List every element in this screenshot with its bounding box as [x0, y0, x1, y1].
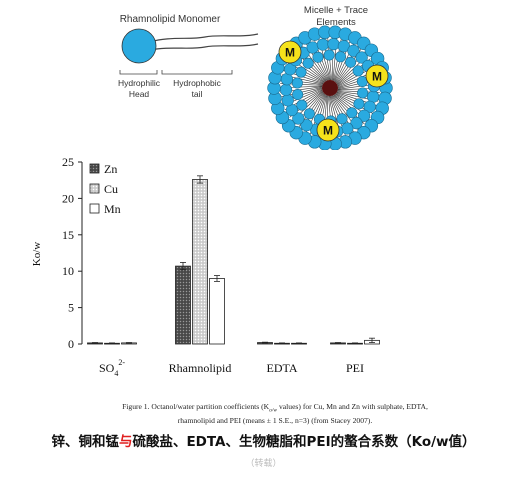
caption-line1: Figure 1. Octanol/water partition coeffi…: [122, 402, 270, 411]
bar-groups: [87, 175, 380, 345]
micelle-head: [306, 41, 319, 54]
y-tick-label: 25: [62, 155, 74, 169]
micelle-head: [358, 109, 371, 122]
legend-swatch-cu: [89, 183, 100, 194]
micelle-head: [292, 112, 305, 125]
micelle-head: [353, 98, 365, 110]
metal-circle: [278, 40, 302, 64]
micelle-head: [281, 94, 294, 107]
micelle-title-2: Elements: [316, 17, 356, 28]
x-tick-label: EDTA: [266, 361, 297, 375]
caption-line2: rhamnolipid and PEI (means ± 1 S.E., n=3…: [177, 415, 373, 425]
micelle-graphic: M M M: [267, 25, 393, 150]
hydrophobic-label-1: Hydrophobic: [173, 78, 221, 88]
y-axis-label: Ko/w: [31, 242, 43, 267]
micelle-head: [350, 117, 363, 130]
micelle-head: [312, 51, 324, 63]
micelle-head: [279, 83, 293, 96]
micelle-head: [352, 65, 364, 77]
micelle-core: [322, 80, 338, 96]
legend-swatch-mn: [89, 203, 100, 214]
bar-cu: [192, 179, 208, 345]
legend-swatch-zn: [89, 163, 100, 174]
y-tick-label: 20: [62, 191, 74, 205]
legend-label-cu: Cu: [104, 182, 118, 196]
metal-circle: [316, 118, 340, 142]
caption-kow-sub: o/w: [269, 407, 278, 414]
hydrophilic-label-1: Hydrophilic: [118, 78, 161, 88]
y-tick-label: 10: [62, 264, 74, 278]
micelle-head: [300, 119, 313, 132]
x-tick-label: Rhamnolipid: [169, 361, 232, 375]
micelle-head: [347, 44, 360, 57]
micelle-head: [345, 56, 357, 68]
y-axis: 0 5 10 15 20 25: [62, 155, 83, 351]
chinese-title-red: 与: [118, 434, 133, 450]
x-tick-label: PEI: [346, 361, 364, 375]
x-tick-label: SO42-: [99, 358, 125, 378]
micelle-head: [363, 100, 376, 113]
metal-label: M: [323, 124, 333, 138]
micelle-head: [295, 66, 307, 78]
micelle-head: [327, 38, 340, 51]
chinese-title: 锌、铜和锰与硫酸盐、EDTA、生物糖脂和PEI的螯合系数（Ko/w值）: [0, 430, 527, 450]
hydrophilic-label-2: Head: [129, 89, 150, 99]
chinese-title-a: 锌、铜和锰: [51, 434, 119, 450]
monomer-title: Rhamnolipid Monomer: [120, 14, 221, 25]
micelle-head: [303, 108, 315, 120]
metal-label: M: [372, 70, 382, 84]
micelle-title-1: Micelle + Trace: [304, 5, 368, 16]
hydrophobic-tail-lines: [149, 33, 259, 51]
micelle-head: [292, 88, 304, 100]
micelle-head: [335, 51, 347, 63]
chinese-title-b: 硫酸盐、EDTA、生物糖脂和PEI的螯合系数（Ko/w值）: [132, 434, 476, 450]
micelle-head: [296, 99, 308, 111]
micelle-head: [346, 107, 358, 119]
x-axis-labels: SO42- Rhamnolipid EDTA PEI: [99, 358, 364, 378]
hydrophobic-label-2: tail: [192, 89, 203, 99]
y-tick-label: 5: [68, 301, 74, 315]
micelle-head: [291, 77, 303, 89]
legend-label-zn: Zn: [104, 162, 117, 176]
metal-circle: [365, 64, 389, 88]
figure-caption: Figure 1. Octanol/water partition coeffi…: [40, 402, 510, 426]
micelle-head: [336, 113, 348, 125]
micelle-head: [323, 49, 335, 61]
monomer-brackets: [119, 70, 233, 75]
y-tick-label: 15: [62, 228, 74, 242]
y-tick-label: 0: [68, 337, 74, 351]
chinese-note: （转载）: [245, 459, 282, 469]
micelle-head: [341, 122, 354, 135]
micelle-head: [316, 38, 329, 51]
caption-line1b: values) for Cu, Mn and Zn with sulphate,…: [277, 402, 428, 411]
metal-label: M: [285, 46, 295, 60]
chart-legend: Zn Cu Mn: [89, 162, 121, 216]
bar-zn: [175, 265, 191, 345]
bar-mn: [209, 278, 225, 345]
micelle-head: [302, 57, 314, 69]
hydrophilic-head-circle: [121, 28, 157, 64]
legend-label-mn: Mn: [104, 202, 121, 216]
micelle-head: [357, 87, 369, 99]
micelle-head: [355, 51, 368, 64]
rhamnolipid-diagram: Rhamnolipid Monomer Hydrophilic Head Hyd…: [118, 5, 393, 150]
